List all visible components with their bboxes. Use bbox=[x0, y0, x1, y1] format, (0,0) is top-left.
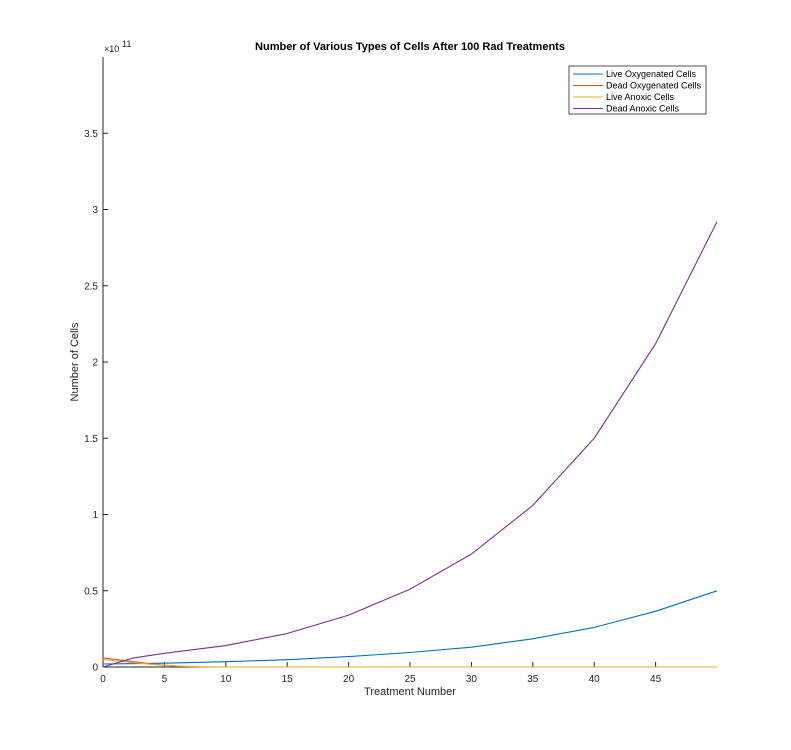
y-tick-label: 2 bbox=[92, 358, 98, 369]
legend-entry-label: Dead Anoxic Cells bbox=[606, 104, 680, 114]
legend-entry-label: Live Anoxic Cells bbox=[606, 92, 675, 102]
y-tick-label: 3.5 bbox=[84, 129, 98, 140]
x-tick-label: 0 bbox=[100, 674, 106, 685]
x-tick-label: 45 bbox=[650, 674, 662, 685]
legend-entry-label: Dead Oxygenated Cells bbox=[606, 81, 702, 91]
x-tick-label: 25 bbox=[404, 674, 416, 685]
series-lines bbox=[102, 221, 718, 668]
y-tick-label: 0.5 bbox=[84, 586, 98, 597]
y-exponent-base: ×10 bbox=[104, 44, 119, 54]
legend: Live Oxygenated Cells Dead Oxygenated Cel… bbox=[568, 65, 707, 115]
y-exponent-power: 11 bbox=[122, 39, 131, 49]
legend-entry-label: Live Oxygenated Cells bbox=[606, 69, 697, 79]
series-line-live-oxygenated-cells bbox=[102, 590, 718, 665]
y-exponent-label: ×10 11 bbox=[104, 39, 131, 54]
x-axis-label: Treatment Number bbox=[364, 686, 456, 698]
x-ticks: 0 5 10 15 20 25 30 35 40 45 bbox=[100, 662, 662, 685]
y-tick-label: 2.5 bbox=[84, 281, 98, 292]
y-tick-label: 3 bbox=[92, 205, 98, 216]
x-tick-label: 35 bbox=[527, 674, 539, 685]
y-tick-label: 0 bbox=[92, 663, 98, 674]
chart-title: Number of Various Types of Cells After 1… bbox=[255, 41, 565, 53]
y-axis-label: Number of Cells bbox=[69, 322, 81, 401]
x-tick-label: 20 bbox=[343, 674, 355, 685]
y-tick-label: 1.5 bbox=[84, 434, 98, 445]
x-tick-label: 40 bbox=[589, 674, 601, 685]
series-line-dead-anoxic-cells bbox=[102, 221, 718, 668]
x-tick-label: 5 bbox=[162, 674, 168, 685]
y-ticks: 0 0.5 1 1.5 2 2.5 3 3.5 bbox=[84, 129, 108, 674]
x-tick-label: 30 bbox=[466, 674, 478, 685]
y-tick-label: 1 bbox=[92, 510, 98, 521]
x-tick-label: 15 bbox=[282, 674, 294, 685]
x-tick-label: 10 bbox=[220, 674, 232, 685]
